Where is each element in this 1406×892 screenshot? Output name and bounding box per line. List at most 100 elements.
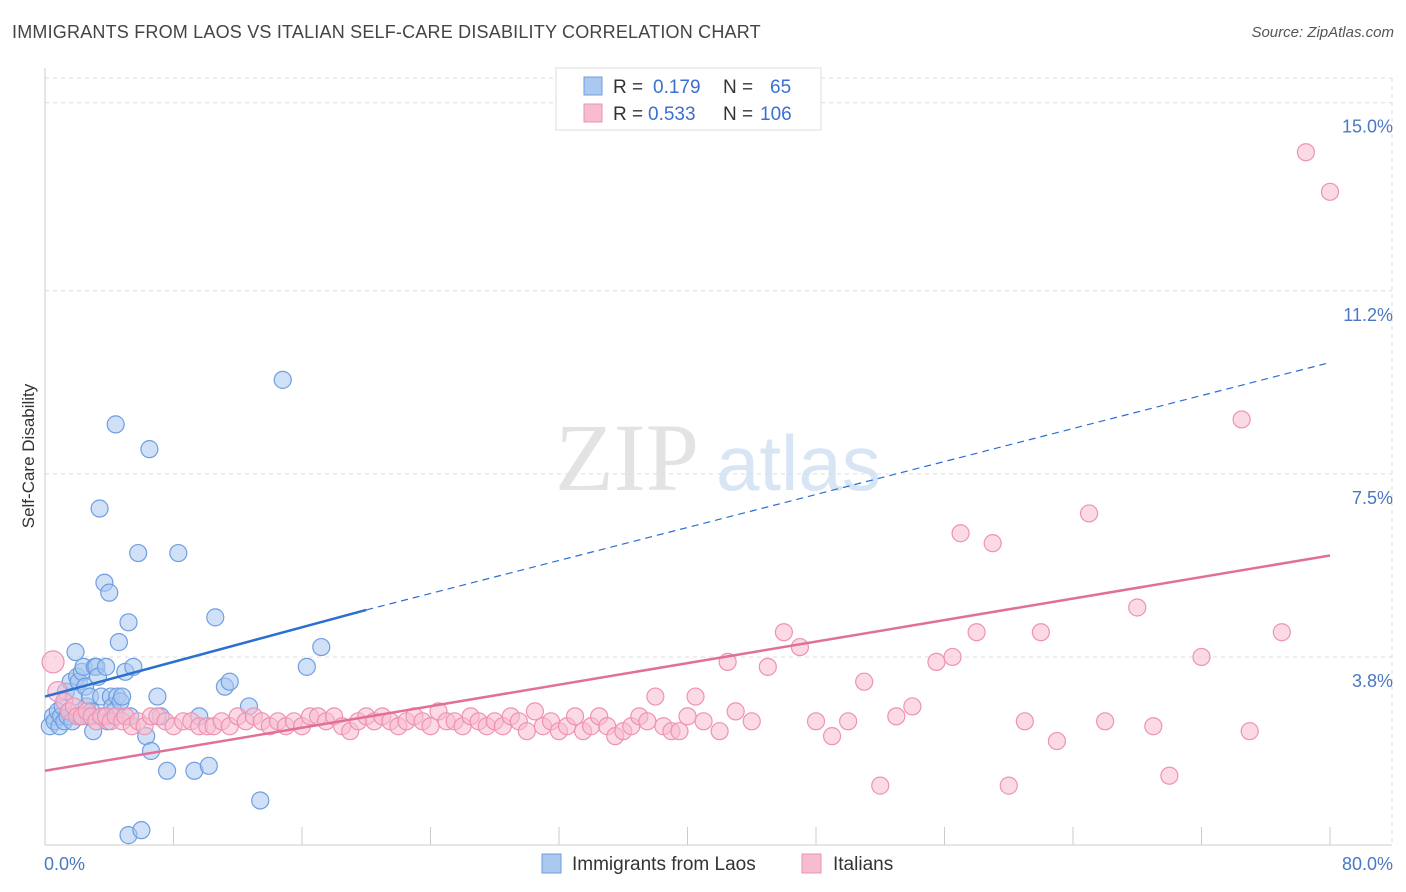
data-point xyxy=(1015,712,1034,731)
series-points xyxy=(40,143,1340,845)
legend: R = 0.179 N = 65 R = 0.533 N = 106 xyxy=(555,67,822,131)
data-point xyxy=(686,687,705,706)
data-point xyxy=(148,687,167,706)
data-point xyxy=(1320,182,1340,201)
chart-title: IMMIGRANTS FROM LAOS VS ITALIAN SELF-CAR… xyxy=(12,22,761,42)
data-point xyxy=(742,712,761,731)
data-point xyxy=(169,543,188,563)
legend-n-label-italians: N = xyxy=(723,104,753,125)
legend-n-value-italians: 106 xyxy=(760,104,792,125)
data-point xyxy=(790,637,810,657)
data-point xyxy=(855,672,874,691)
trend-line-laos xyxy=(44,608,367,698)
data-point xyxy=(206,608,225,627)
data-point xyxy=(132,821,151,840)
legend-n-label-laos: N = xyxy=(723,77,753,98)
legend-r-value-laos: 0.179 xyxy=(653,77,701,98)
data-point xyxy=(1272,623,1291,642)
data-point xyxy=(1079,504,1099,523)
data-point xyxy=(806,712,826,731)
data-point xyxy=(90,499,109,518)
data-point xyxy=(297,657,316,676)
data-point xyxy=(943,647,962,667)
data-point xyxy=(112,687,132,706)
data-point xyxy=(694,712,713,731)
data-point xyxy=(903,697,922,716)
watermark: ZIP atlas xyxy=(555,404,881,511)
data-point xyxy=(109,633,128,652)
data-point xyxy=(1144,717,1163,736)
y-axis-label: Self-Care Disability xyxy=(19,383,38,528)
data-point xyxy=(983,534,1002,553)
data-point xyxy=(100,583,119,602)
bottom-legend-swatch-italians xyxy=(801,853,822,874)
data-point xyxy=(1128,598,1147,617)
data-point xyxy=(726,702,745,721)
data-point xyxy=(312,637,331,657)
data-point xyxy=(140,440,159,459)
bottom-legend-swatch-laos xyxy=(541,853,562,874)
data-point xyxy=(999,776,1018,795)
data-point xyxy=(927,652,946,672)
data-point xyxy=(157,761,177,780)
data-point xyxy=(517,722,536,741)
y-tick-label: 7.5% xyxy=(1352,488,1393,508)
legend-r-label-laos: R = xyxy=(613,77,643,98)
data-point xyxy=(41,650,65,674)
data-point xyxy=(273,370,292,389)
data-point xyxy=(96,657,116,676)
trend-line-italians xyxy=(44,554,1331,773)
data-point xyxy=(1047,731,1067,751)
trend-line-laos-extension xyxy=(366,361,1331,611)
trend-lines xyxy=(44,361,1331,773)
bottom-legend-label-italians: Italians xyxy=(833,854,893,875)
data-point xyxy=(871,776,890,795)
legend-r-label-italians: R = xyxy=(613,104,643,125)
data-point xyxy=(251,791,270,810)
data-point xyxy=(839,712,858,731)
data-point xyxy=(670,722,689,741)
watermark-atlas: atlas xyxy=(716,419,881,507)
data-point xyxy=(758,657,777,676)
data-point xyxy=(66,642,85,662)
y-tick-label: 11.2% xyxy=(1343,305,1393,325)
data-point xyxy=(1192,647,1211,667)
data-point xyxy=(220,672,239,691)
data-point xyxy=(774,623,793,642)
data-point xyxy=(887,707,906,726)
bottom-legend: Immigrants from Laos Italians xyxy=(541,853,893,875)
data-point xyxy=(1296,143,1316,162)
legend-swatch-italians xyxy=(583,103,603,123)
data-point xyxy=(1096,712,1115,731)
data-point xyxy=(421,717,440,736)
legend-r-value-italians: 0.533 xyxy=(648,104,696,125)
data-point xyxy=(199,756,218,775)
data-point xyxy=(1160,766,1179,785)
data-point xyxy=(646,687,665,706)
legend-swatch-laos xyxy=(583,76,603,96)
data-point xyxy=(119,613,138,632)
data-point xyxy=(951,524,970,543)
bottom-legend-label-laos: Immigrants from Laos xyxy=(572,854,756,875)
data-point xyxy=(967,623,986,642)
series-laos xyxy=(40,370,331,845)
y-tick-label: 3.8% xyxy=(1352,671,1393,691)
data-point xyxy=(1232,410,1251,429)
y-tick-labels: 3.8% 7.5% 11.2% 15.0% xyxy=(1342,117,1393,691)
series-italians xyxy=(41,143,1340,795)
data-point xyxy=(106,415,125,434)
chart-source: Source: ZipAtlas.com xyxy=(1251,24,1394,41)
x-tick-labels: 0.0% 80.0% xyxy=(44,854,1393,874)
data-point xyxy=(822,727,842,746)
x-tick-label: 0.0% xyxy=(44,854,85,874)
legend-n-value-laos: 65 xyxy=(770,77,791,98)
data-point xyxy=(638,712,657,731)
data-point xyxy=(1031,623,1050,642)
data-point xyxy=(678,707,697,726)
x-tick-label: 80.0% xyxy=(1342,854,1393,874)
watermark-zip: ZIP xyxy=(555,404,699,511)
y-tick-label: 15.0% xyxy=(1342,117,1393,137)
data-point xyxy=(565,707,585,726)
data-point xyxy=(1240,722,1259,741)
